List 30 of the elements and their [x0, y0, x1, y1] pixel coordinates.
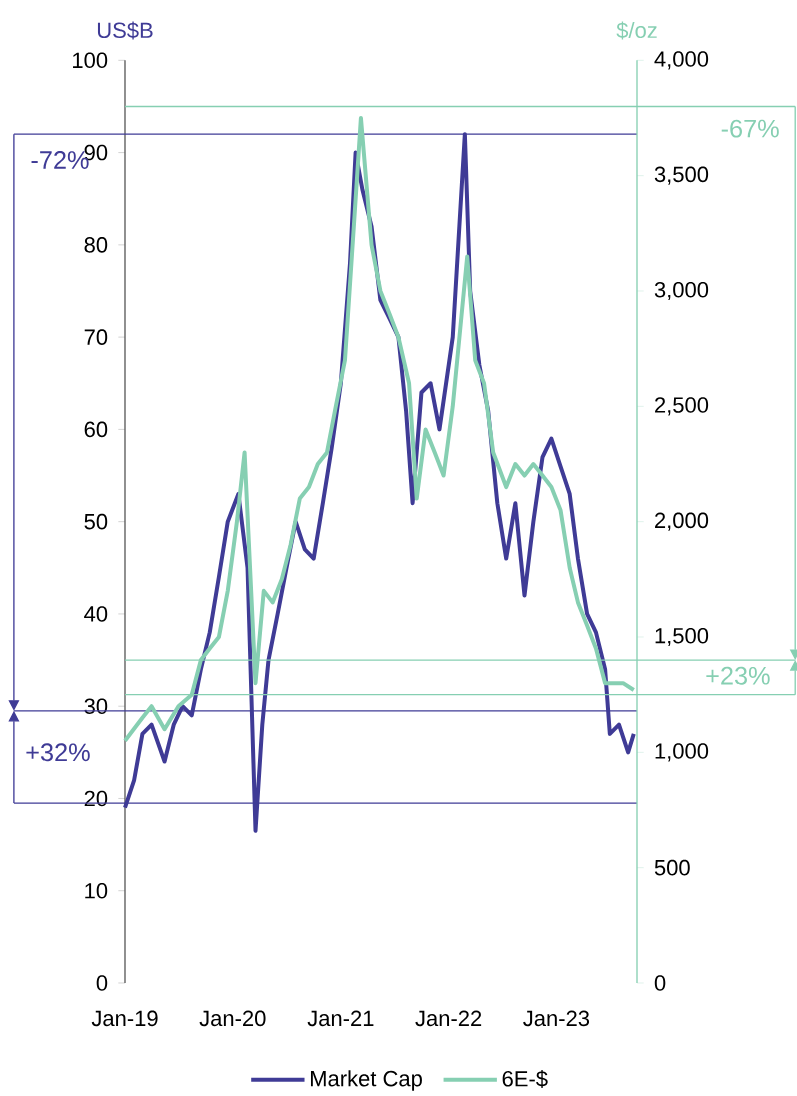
- y2-tick-label: 500: [654, 859, 690, 876]
- x-tick-label: Jan-20: [199, 1010, 266, 1027]
- y2-tick-label: 0: [654, 975, 666, 991]
- text: -67%: [721, 119, 779, 138]
- y-tick-label: 80: [84, 237, 108, 253]
- x-tick-label: Jan-21: [307, 1010, 374, 1027]
- y2-axis-title: $/oz: [616, 21, 657, 40]
- y2-tick-label: 3,000: [654, 281, 709, 301]
- y2-tick-label: 1,500: [655, 627, 709, 647]
- legend-label: 6E-$: [502, 1070, 548, 1088]
- y-tick-label: 20: [84, 790, 108, 807]
- y-tick-label: 10: [85, 882, 108, 899]
- y2-tick-label: 1,000: [655, 743, 709, 762]
- y2-tick-label: 2,500: [655, 397, 709, 416]
- y2-tick-label: 3,500: [654, 166, 709, 185]
- x-tick-label: Jan-23: [523, 1010, 590, 1027]
- text: +23%: [706, 666, 770, 685]
- x-tick-label: Jan-19: [91, 1010, 158, 1027]
- y-tick-label: 60: [84, 421, 108, 438]
- y-axis-title: US$B: [97, 21, 153, 40]
- y-tick-label: 50: [84, 513, 108, 530]
- y-tick-label: 40: [84, 606, 108, 622]
- y-tick-label: 100: [73, 52, 108, 69]
- y-tick-label: 0: [96, 975, 108, 991]
- text: +32%: [26, 743, 90, 762]
- legend-label: Market Cap: [310, 1070, 422, 1091]
- y-tick-label: 70: [84, 329, 108, 345]
- x-tick-label: Jan-22: [415, 1010, 482, 1027]
- y2-tick-label: 4,000: [654, 51, 709, 70]
- y2-tick-label: 2,000: [655, 512, 709, 531]
